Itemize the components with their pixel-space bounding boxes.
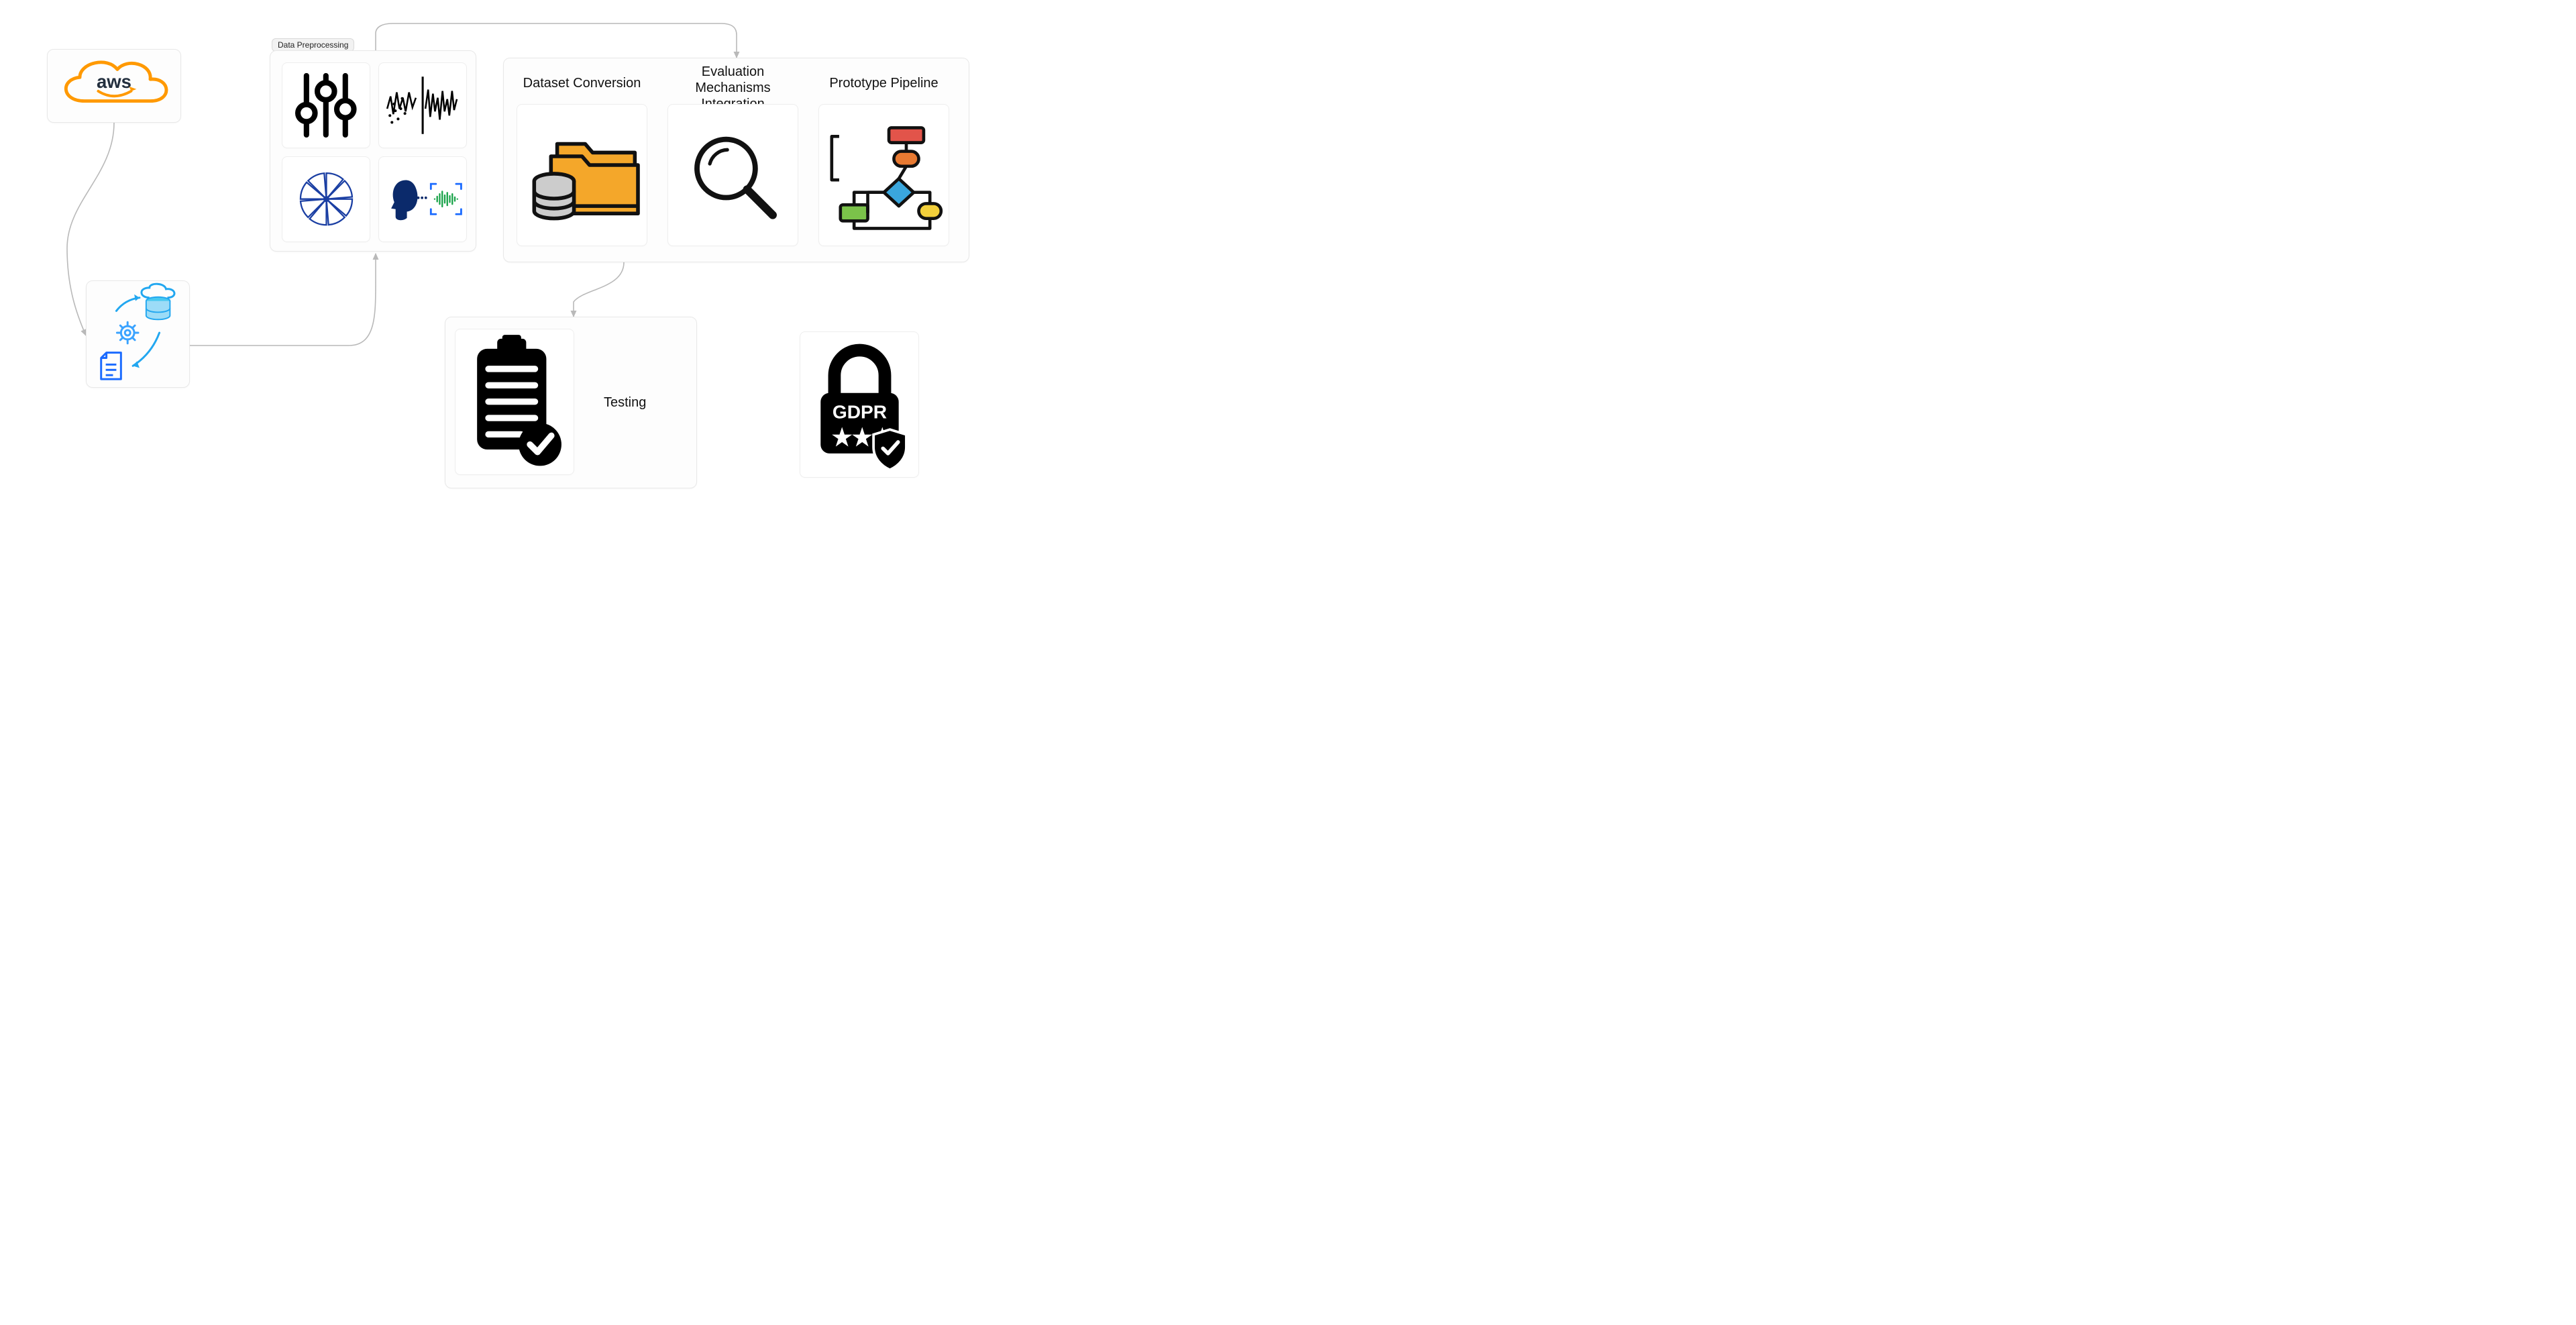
magnifier-icon xyxy=(675,112,792,239)
aws-icon: aws xyxy=(48,50,180,122)
pinwheel-card xyxy=(282,156,370,242)
prototype-card xyxy=(818,104,949,246)
svg-text:aws: aws xyxy=(97,71,131,92)
connector-main-to-testing xyxy=(574,262,624,317)
gdpr-card: GDPR xyxy=(800,331,919,478)
voice-card xyxy=(378,156,467,242)
clipboard-check-icon xyxy=(458,332,572,471)
aws-node: aws xyxy=(47,49,181,123)
dataset-conversion-card xyxy=(517,104,647,246)
etl-icon xyxy=(87,281,189,387)
dataset-conversion-icon xyxy=(520,107,644,243)
etl-node xyxy=(86,280,190,388)
svg-text:GDPR: GDPR xyxy=(832,402,886,423)
sliders-card xyxy=(282,62,370,148)
sliders-icon xyxy=(286,66,366,144)
prototype-title: Prototype Pipeline xyxy=(818,75,949,91)
noise-icon xyxy=(382,66,464,144)
pinwheel-icon xyxy=(287,161,366,237)
testing-card xyxy=(455,329,574,475)
noise-card xyxy=(378,62,467,148)
connector-etl-to-preproc xyxy=(190,254,376,346)
gdpr-lock-icon: GDPR xyxy=(803,335,916,474)
voice-icon xyxy=(382,161,464,237)
preprocessing-tab: Data Preprocessing xyxy=(272,38,354,52)
evaluation-card xyxy=(667,104,798,246)
flowchart-icon xyxy=(822,107,946,243)
testing-label: Testing xyxy=(604,394,646,411)
dataset-conversion-title: Dataset Conversion xyxy=(517,75,647,91)
